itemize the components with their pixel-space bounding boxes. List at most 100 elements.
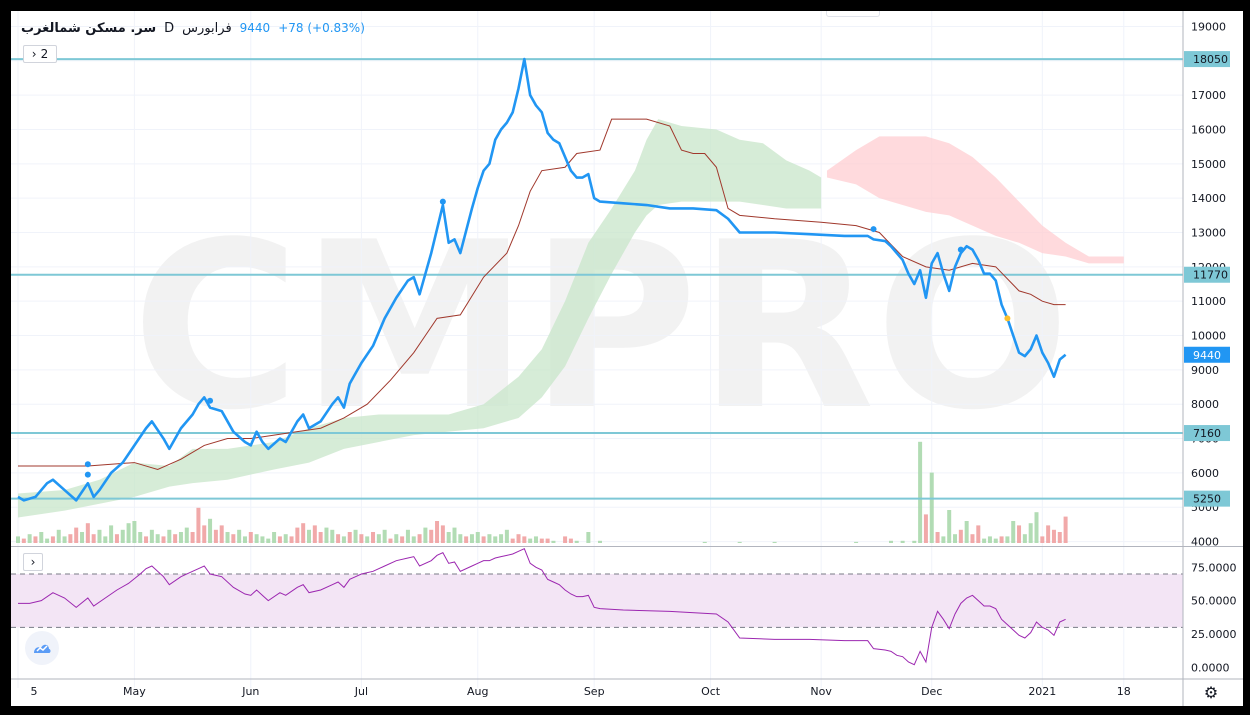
volume-bar: [987, 536, 992, 543]
volume-bar: [953, 534, 958, 543]
volume-bar: [277, 536, 282, 543]
volume-bar: [958, 529, 963, 543]
volume-bar: [702, 541, 707, 543]
chart-canvas[interactable]: CMPRO 4000500060007000800090001000011000…: [11, 11, 1243, 706]
rsi-collapse-button[interactable]: ›: [23, 553, 43, 571]
signal-marker: [957, 246, 964, 253]
time-tick-label: Jun: [241, 685, 259, 698]
volume-bar: [504, 529, 509, 543]
volume-bar: [737, 541, 742, 543]
cloud-green: [18, 119, 822, 518]
price-tick-label: 17000: [1191, 89, 1226, 102]
time-tick-label: Dec: [921, 685, 942, 698]
volume-bar: [330, 529, 335, 543]
time-tick-label: 2021: [1028, 685, 1056, 698]
volume-bar: [1022, 534, 1027, 543]
rsi-band: [11, 574, 1183, 628]
volume-bar: [510, 538, 515, 543]
volume-bar: [598, 540, 602, 543]
volume-bar: [545, 538, 550, 543]
volume-bar: [423, 527, 428, 543]
volume-bar: [318, 532, 323, 543]
volume-bar: [918, 441, 923, 543]
volume-bar: [929, 472, 934, 543]
volume-bar: [417, 534, 422, 543]
signal-marker: [439, 198, 446, 205]
volume-bar: [1057, 532, 1062, 543]
volume-bar: [551, 540, 556, 543]
volume-bar: [464, 536, 469, 543]
volume-bar: [74, 527, 79, 543]
time-tick-label: Nov: [810, 685, 832, 698]
volume-bar: [347, 532, 352, 543]
volume-bar: [446, 532, 451, 543]
volume-bar: [91, 534, 96, 543]
price-line: [17, 57, 1067, 502]
volume-bar: [109, 525, 114, 543]
volume-bar: [1046, 525, 1051, 543]
volume-bar: [289, 536, 294, 543]
volume-bar: [964, 521, 969, 543]
top-handle[interactable]: [826, 11, 880, 17]
signal-markers: [84, 198, 1011, 478]
tradingview-logo-icon[interactable]: [25, 631, 59, 665]
timeframe[interactable]: D: [164, 20, 175, 36]
last-price-label: 9440: [1193, 349, 1221, 362]
volume-bar: [167, 529, 172, 543]
volume-bar: [970, 534, 975, 543]
volume-bar: [912, 540, 917, 543]
last-price-bg: [1184, 346, 1230, 363]
indicators-collapse-button[interactable]: › 2: [23, 45, 57, 63]
volume-bar: [62, 536, 67, 543]
volume-bar: [388, 538, 393, 543]
symbol-name[interactable]: سر. مسکن شمالغرب: [21, 20, 157, 36]
chevron-right-icon: ›: [30, 555, 36, 569]
volume-bar: [516, 534, 521, 543]
volume-bar: [586, 532, 591, 543]
volume-bar: [394, 534, 399, 543]
volume-bar: [16, 536, 20, 543]
price-change: +78 (+0.83%): [278, 21, 365, 35]
moving-average: [18, 118, 1066, 470]
volume-bar: [312, 525, 317, 543]
volume-bar: [307, 529, 311, 543]
volume-bar: [889, 540, 893, 543]
ichimoku-cloud: [18, 119, 1124, 518]
volume-bar: [452, 527, 457, 543]
price-axis[interactable]: 4000500060007000800090001000011000120001…: [1182, 11, 1237, 706]
volume-bar: [254, 534, 259, 543]
volume-bar: [1040, 536, 1045, 543]
time-axis[interactable]: 5 May Jun Jul Aug Sep Oct Nov Dec 2021 18: [11, 678, 1243, 698]
volume-bar: [499, 534, 504, 543]
volume-bar: [405, 529, 410, 543]
volume-bar: [21, 538, 26, 543]
volume-bar: [80, 532, 85, 543]
gear-icon[interactable]: ⚙: [1203, 682, 1219, 702]
volume-bar: [126, 523, 131, 543]
volume-bar: [353, 529, 358, 543]
volume-bar: [39, 532, 44, 543]
volume-bar: [149, 529, 154, 543]
volume-bar: [173, 534, 178, 543]
volume-bar: [976, 525, 981, 543]
rsi-tick-label: 75.0000: [1191, 561, 1237, 574]
volume-bar: [487, 534, 492, 543]
volume-bar: [1028, 523, 1033, 543]
volume-bar: [359, 534, 364, 543]
volume-bar: [1017, 525, 1022, 543]
level-label: 7160: [1193, 427, 1221, 440]
volume-bar: [144, 536, 149, 543]
volume-bar: [341, 536, 346, 543]
time-tick-label: 18: [1117, 685, 1131, 698]
volume-bar: [935, 532, 940, 543]
price-tick-label: 9000: [1191, 364, 1219, 377]
volume-bar: [1034, 512, 1039, 543]
volume-bar: [336, 534, 341, 543]
volume-bar: [45, 538, 50, 543]
volume-bar: [283, 534, 288, 543]
volume-bar: [493, 536, 498, 543]
price-tick-label: 10000: [1191, 330, 1226, 343]
volume-bar: [568, 538, 573, 543]
volume-bar: [208, 518, 213, 543]
volume-bar: [33, 536, 38, 543]
